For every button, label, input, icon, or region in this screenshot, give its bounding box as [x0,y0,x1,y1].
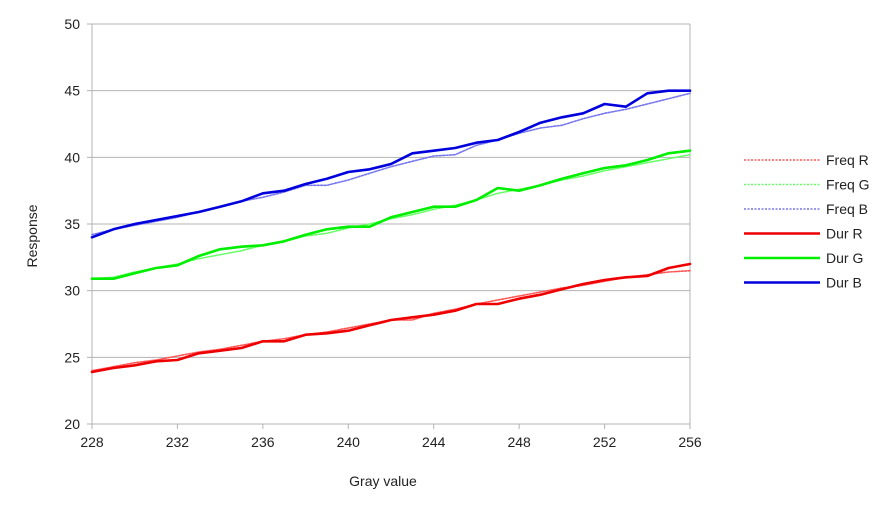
x-tick-label: 252 [593,434,617,450]
series-lines [90,89,692,374]
x-tick-label: 248 [507,434,531,450]
y-tick-label: 35 [64,216,80,232]
y-tick-label: 25 [64,349,80,365]
y-axis-title: Response [24,204,40,267]
legend: Freq R Freq G Freq B Dur R Dur G Dur B [744,152,870,291]
series-line [90,262,692,374]
y-tick-label: 50 [64,16,80,32]
series-line [90,149,692,281]
y-tick-label: 20 [64,416,80,432]
x-tick-label: 236 [251,434,275,450]
x-axis-title: Gray value [349,473,417,489]
legend-label: Freq B [826,201,868,217]
legend-label: Dur R [826,226,863,242]
axes: 20 25 30 35 40 45 50 228 232 236 240 244 248 252 256 [64,16,701,450]
legend-label: Freq R [826,152,869,168]
gridlines [92,23,690,425]
y-tick-label: 45 [64,83,80,99]
x-tick-label: 244 [422,434,446,450]
series-line [90,89,692,239]
legend-label: Dur B [826,275,862,291]
y-tick-label: 40 [64,149,80,165]
legend-label: Freq G [826,177,870,193]
y-tick-label: 30 [64,283,80,299]
x-tick-label: 228 [80,434,104,450]
x-tick-label: 256 [678,434,702,450]
x-tick-label: 240 [337,434,361,450]
legend-label: Dur G [826,250,863,266]
x-tick-label: 232 [166,434,190,450]
